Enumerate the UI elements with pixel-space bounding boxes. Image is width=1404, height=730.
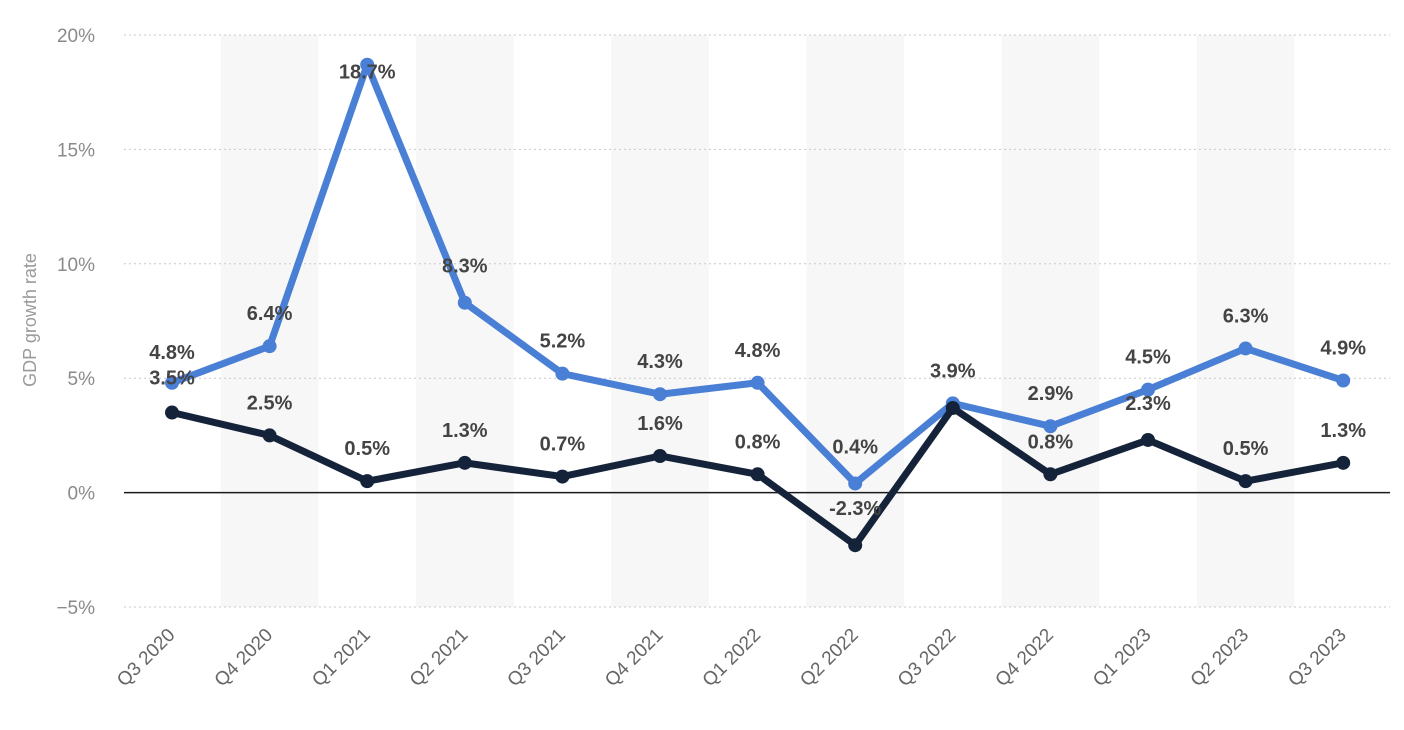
data-label: 0.8% (735, 431, 781, 453)
data-label: 3.9% (930, 360, 976, 382)
x-tick-label: Q4 2020 (211, 625, 277, 691)
series-2-point (1043, 467, 1058, 482)
data-label: 0.5% (344, 438, 390, 460)
series-2-point (848, 538, 863, 553)
y-tick-label: 5% (68, 369, 96, 390)
x-tick-label: Q2 2021 (406, 625, 472, 691)
y-tick-label: 20% (57, 26, 95, 47)
series-2-point (360, 474, 375, 489)
series-2-point (165, 405, 179, 420)
series-2-point (1238, 474, 1253, 489)
series-1-point (653, 387, 667, 402)
x-tick-label: Q1 2021 (308, 625, 374, 691)
series-2-point (1336, 455, 1351, 470)
series-2-point (457, 455, 472, 470)
data-label: 6.4% (247, 303, 293, 325)
data-label: 2.3% (1125, 393, 1171, 415)
series-1-point (1336, 373, 1351, 388)
x-tick-label: Q2 2022 (796, 625, 862, 691)
data-label: 0.8% (1028, 431, 1074, 453)
x-tick-label: Q4 2021 (601, 625, 667, 691)
x-tick-label: Q1 2023 (1089, 625, 1155, 691)
category-band (220, 35, 319, 607)
data-label: 8.3% (442, 256, 488, 278)
x-tick-label: Q2 2023 (1187, 625, 1253, 691)
series-1-point (165, 375, 179, 390)
data-label: 4.8% (735, 340, 781, 362)
data-label: 1.6% (637, 413, 683, 435)
series-1-point (262, 339, 277, 354)
series-1-point (457, 295, 472, 310)
data-label: 5.2% (540, 331, 586, 353)
x-tick-label: Q3 2022 (894, 625, 960, 691)
series-2-point (945, 400, 960, 415)
series-1-point (750, 375, 765, 390)
y-axis-label: GDP growth rate (20, 253, 40, 387)
data-label: 6.3% (1223, 305, 1269, 327)
data-label: 4.5% (1125, 347, 1171, 369)
category-band (806, 35, 904, 607)
y-tick-label: 0% (68, 484, 96, 505)
x-tick-label: Q3 2023 (1284, 625, 1350, 691)
data-label: 18.7% (339, 62, 396, 84)
data-label: 0.7% (540, 434, 586, 456)
category-band (416, 35, 514, 607)
category-band (611, 35, 709, 607)
series-2-point (555, 469, 570, 484)
data-label: 2.5% (247, 392, 293, 414)
category-band (1001, 35, 1100, 607)
series-2-point (653, 448, 667, 463)
series-1-point (848, 476, 863, 491)
data-label: 2.9% (1028, 383, 1074, 405)
series-1-point (1238, 341, 1253, 356)
y-tick-label: −5% (56, 598, 95, 619)
data-label: 4.3% (637, 351, 683, 373)
x-tick-label: Q3 2020 (113, 625, 179, 691)
data-label: 3.5% (149, 368, 195, 390)
data-label: 4.9% (1320, 337, 1366, 359)
data-label: 1.3% (442, 420, 488, 442)
data-label: 0.5% (1223, 438, 1269, 460)
y-tick-label: 15% (57, 140, 95, 161)
series-2-point (1141, 432, 1155, 447)
y-tick-label: 10% (57, 255, 95, 276)
data-label: -2.3% (829, 498, 881, 520)
series-1-point (360, 57, 375, 72)
series-2-point (750, 467, 765, 482)
x-tick-label: Q3 2021 (504, 625, 570, 691)
data-label: 1.3% (1320, 420, 1366, 442)
series-1-line (168, 61, 1347, 487)
data-label: 4.8% (149, 342, 195, 364)
series-1-point (1043, 419, 1058, 434)
series-1-point (555, 366, 570, 381)
series-1-point (1141, 382, 1155, 397)
x-tick-label: Q4 2022 (992, 625, 1058, 691)
data-label: 0.4% (832, 436, 878, 458)
x-tick-label: Q1 2022 (699, 625, 765, 691)
category-band (1196, 35, 1295, 607)
series-2-point (262, 428, 277, 443)
